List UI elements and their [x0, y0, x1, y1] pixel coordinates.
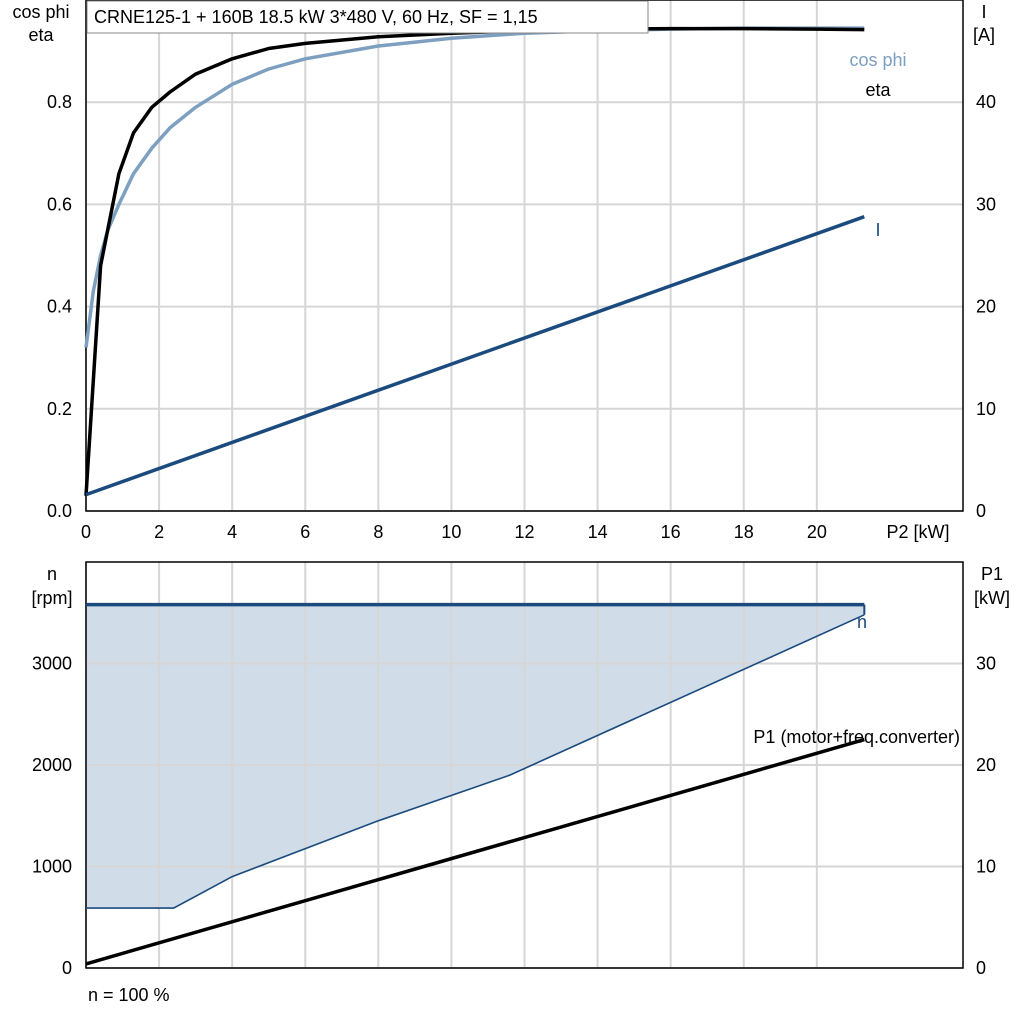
top-left-tick-label: 0.4: [47, 297, 72, 317]
top-right-tick-label: 20: [976, 297, 996, 317]
operating-range-fill: [86, 604, 865, 909]
bottom-series: [85, 602, 866, 966]
top-x-tick-label: 16: [661, 522, 681, 542]
cosphi-curve: [84, 26, 865, 348]
p1-curve: [85, 737, 865, 966]
speed-footnote: n = 100 %: [88, 985, 170, 1005]
top-right-tick-label: 10: [976, 399, 996, 419]
operating-range-area: [86, 604, 865, 909]
top-x-axis-label: P2 [kW]: [886, 522, 949, 542]
top-x-tick-label: 6: [300, 522, 310, 542]
chart-title: CRNE125-1 + 160B 18.5 kW 3*480 V, 60 Hz,…: [94, 7, 538, 27]
bottom-left-tick-label: 1000: [32, 857, 72, 877]
series-label-eta: eta: [865, 80, 891, 100]
top-x-tick-label: 8: [373, 522, 383, 542]
bottom-left-axis-label-1: n: [47, 564, 57, 584]
series-label-p1: P1 (motor+freq.converter): [753, 727, 960, 747]
top-right-tick-label: 0: [976, 501, 986, 521]
top-x-tick-label: 12: [514, 522, 534, 542]
top-right-axis-label-1: I: [981, 2, 986, 22]
top-gridlines: [85, 0, 963, 512]
top-plot-frame: [85, 0, 964, 512]
top-left-axis-label-2: eta: [28, 25, 54, 45]
bottom-right-tick-label: 30: [976, 654, 996, 674]
top-right-tick-label: 30: [976, 194, 996, 214]
top-left-tick-label: 0.0: [47, 501, 72, 521]
bottom-right-tick-label: 20: [976, 755, 996, 775]
top-right-tick-label: 40: [976, 92, 996, 112]
top-left-tick-label: 0.2: [47, 399, 72, 419]
top-tick-labels: 0 2 4 6 8 10 12 14 16 18 20 0.0 0.2 0.4 0.6 0.8 0 10 20 30 4…: [47, 92, 996, 542]
top-x-tick-label: 18: [734, 522, 754, 542]
title-box: [86, 0, 649, 34]
bottom-tick-labels: 0 1000 2000 3000 0 10 20 30: [32, 654, 996, 979]
min-speed-boundary: [86, 614, 865, 909]
top-x-tick-label: 4: [227, 522, 237, 542]
bottom-right-axis-label-2: [kW]: [974, 588, 1010, 608]
bottom-right-tick-label: 10: [976, 857, 996, 877]
series-label-speed: n: [857, 612, 867, 632]
bottom-right-tick-label: 0: [976, 958, 986, 978]
top-x-tick-label: 10: [441, 522, 461, 542]
top-series: [84, 26, 865, 497]
bottom-left-tick-label: 2000: [32, 755, 72, 775]
top-x-tick-label: 0: [81, 522, 91, 542]
bottom-right-axis-label-1: P1: [981, 564, 1003, 584]
series-label-current: I: [875, 220, 880, 240]
top-x-tick-label: 14: [588, 522, 608, 542]
eta-curve: [84, 26, 865, 496]
series-label-cosphi: cos phi: [849, 50, 906, 70]
bottom-left-tick-label: 0: [62, 958, 72, 978]
bottom-left-axis-label-2: [rpm]: [31, 588, 72, 608]
top-left-axis-label-1: cos phi: [12, 2, 69, 22]
bottom-left-tick-label: 3000: [32, 654, 72, 674]
current-curve: [85, 215, 865, 497]
top-left-tick-label: 0.8: [47, 92, 72, 112]
top-left-tick-label: 0.6: [47, 194, 72, 214]
top-x-tick-label: 20: [807, 522, 827, 542]
top-x-tick-label: 2: [154, 522, 164, 542]
top-right-axis-label-2: [A]: [973, 25, 995, 45]
bottom-plot-frame: [85, 561, 964, 969]
